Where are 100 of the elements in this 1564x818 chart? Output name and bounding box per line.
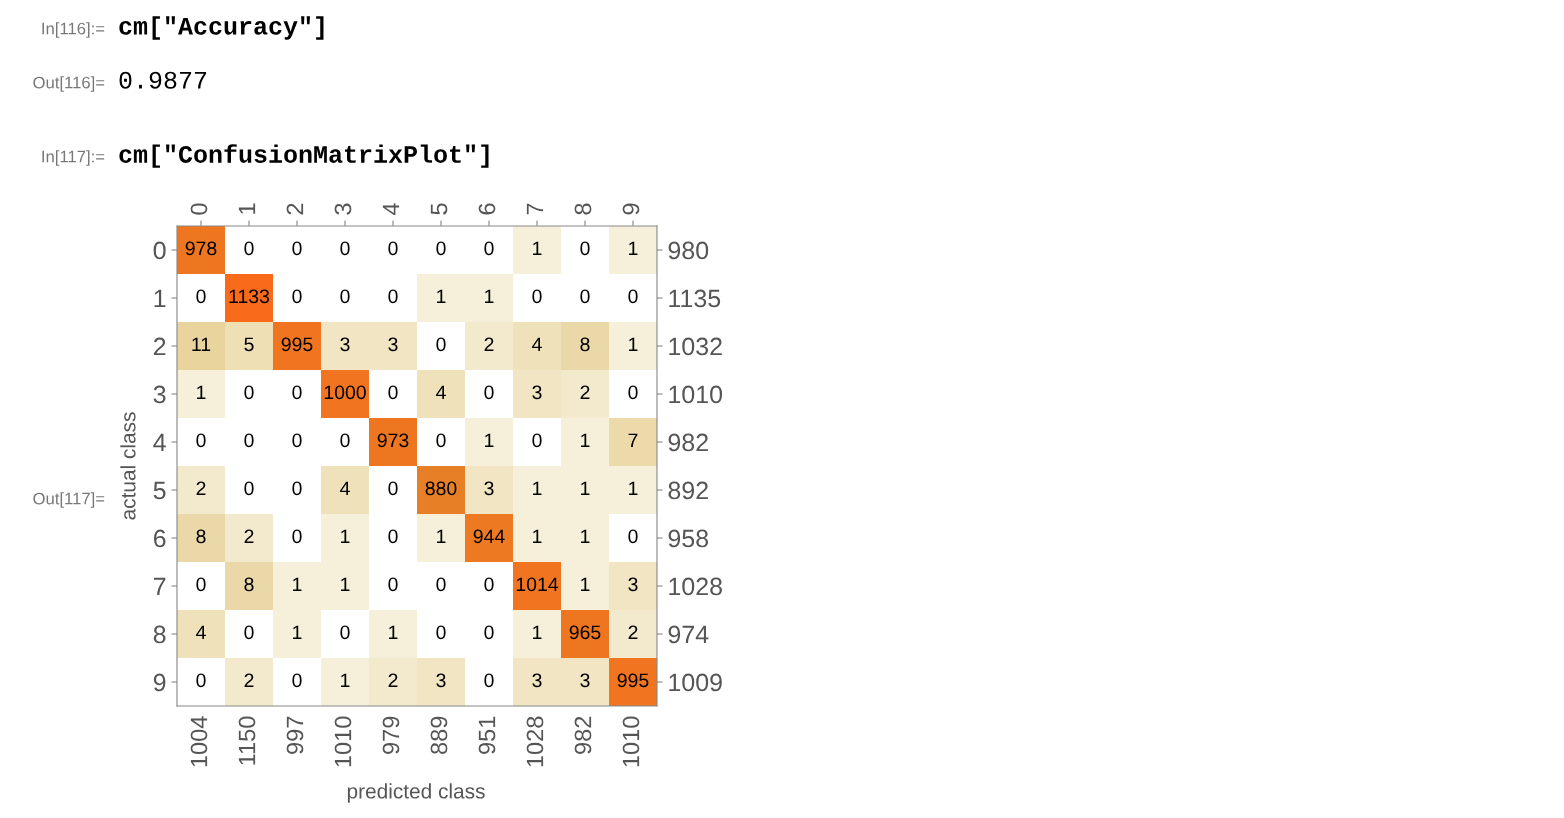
y2-tick-label: 958 <box>668 529 709 548</box>
data-label: 3 <box>628 577 638 592</box>
data-label: 0 <box>244 433 254 448</box>
data-label: 0 <box>388 529 398 544</box>
data-label: 944 <box>473 529 505 544</box>
data-label: 1 <box>293 577 302 592</box>
data-label: 1 <box>533 529 542 544</box>
y-tick-label: 4 <box>153 433 166 452</box>
data-label: 0 <box>292 385 302 400</box>
data-label: 1 <box>581 529 590 544</box>
data-label: 1 <box>533 625 542 640</box>
data-label: 0 <box>244 625 254 640</box>
data-label: 0 <box>388 289 398 304</box>
data-label: 0 <box>484 385 494 400</box>
data-label: 0 <box>580 289 590 304</box>
data-label: 1 <box>629 337 638 352</box>
text: 1028 <box>526 716 544 767</box>
text: 889 <box>430 716 448 754</box>
x-tick-label: 3 <box>334 203 352 215</box>
x-tick-label: 7 <box>526 203 544 215</box>
data-label: 1 <box>485 289 494 304</box>
data-label: 973 <box>377 433 409 448</box>
data-label: 1 <box>437 289 446 304</box>
text: 0.9877 <box>119 71 207 89</box>
data-label: 0 <box>484 673 494 688</box>
data-label: 3 <box>532 673 542 688</box>
data-label: 3 <box>484 481 494 496</box>
x-tick-label: 4 <box>382 203 400 216</box>
data-label: 3 <box>388 337 398 352</box>
data-label: 1 <box>533 481 542 496</box>
data-label: 0 <box>436 337 446 352</box>
data-label: 0 <box>436 625 446 640</box>
data-label: 1 <box>581 481 590 496</box>
text: 997 <box>286 716 304 754</box>
data-label: 0 <box>340 289 350 304</box>
data-label: 0 <box>340 625 350 640</box>
data-label: 0 <box>628 289 638 304</box>
text: 979 <box>382 716 400 754</box>
text: cm["ConfusionMatrixPlot"] <box>119 144 489 168</box>
y-tick-label: 0 <box>153 241 166 260</box>
data-label: 8 <box>196 529 206 544</box>
data-label: 1 <box>341 529 350 544</box>
data-label: 0 <box>244 385 254 400</box>
y-tick-label: 5 <box>153 481 166 500</box>
y-tick-label: 3 <box>153 385 166 404</box>
data-label: 0 <box>244 481 254 496</box>
data-label: 0 <box>340 433 350 448</box>
y-axis-title: actual class <box>120 412 136 520</box>
text: Out[116]= <box>33 76 105 92</box>
data-label: 7 <box>628 433 638 448</box>
text: 982 <box>574 716 592 754</box>
data-label: 1 <box>629 241 638 256</box>
data-label: 0 <box>340 241 350 256</box>
x-tick-label: 2 <box>286 203 304 215</box>
y2-tick-label: 980 <box>668 241 709 260</box>
y-tick-label: 1 <box>154 289 166 308</box>
data-label: 0 <box>628 385 638 400</box>
data-label: 995 <box>617 673 649 688</box>
text: In[116]:= <box>42 22 105 38</box>
text: In[117]:= <box>42 150 105 166</box>
data-label: 3 <box>436 673 446 688</box>
data-label: 0 <box>484 241 494 256</box>
data-label: 8 <box>244 577 254 592</box>
data-label: 978 <box>185 241 217 256</box>
data-label: 2 <box>244 529 254 544</box>
data-label: 1 <box>293 625 302 640</box>
y2-tick-label: 892 <box>668 481 708 500</box>
y2-tick-label: 1135 <box>669 289 721 308</box>
y2-tick-label: 1032 <box>669 337 722 356</box>
y2-tick-label: 1010 <box>669 385 723 404</box>
data-label: 1 <box>341 577 350 592</box>
data-label: 0 <box>436 241 446 256</box>
x-tick-label: 1 <box>238 203 256 214</box>
y2-tick-label: 1028 <box>669 577 722 596</box>
text: 1004 <box>190 716 208 767</box>
data-label: 1 <box>485 433 494 448</box>
data-label: 8 <box>580 337 590 352</box>
data-label: 1014 <box>516 577 559 592</box>
y2-tick-label: 974 <box>668 625 709 644</box>
data-label: 1133 <box>229 289 270 304</box>
data-label: 1 <box>629 481 638 496</box>
data-label: 1 <box>437 529 446 544</box>
x-tick-label: 6 <box>478 203 496 215</box>
data-label: 0 <box>532 433 542 448</box>
data-label: 3 <box>532 385 542 400</box>
data-label: 0 <box>436 433 446 448</box>
data-label: 0 <box>292 481 302 496</box>
data-label: 0 <box>292 673 302 688</box>
data-label: 1 <box>389 625 398 640</box>
data-label: 4 <box>436 385 446 400</box>
data-label: 0 <box>388 577 398 592</box>
data-label: 0 <box>484 577 494 592</box>
data-label: 0 <box>484 625 494 640</box>
data-label: 1 <box>581 577 590 592</box>
text: cm["Accuracy"] <box>119 16 324 40</box>
data-label: 4 <box>532 337 542 352</box>
data-label: 2 <box>388 673 398 688</box>
y-tick-label: 9 <box>153 673 166 692</box>
x-axis-title: predicted class <box>347 783 485 803</box>
data-label: 1 <box>533 241 542 256</box>
